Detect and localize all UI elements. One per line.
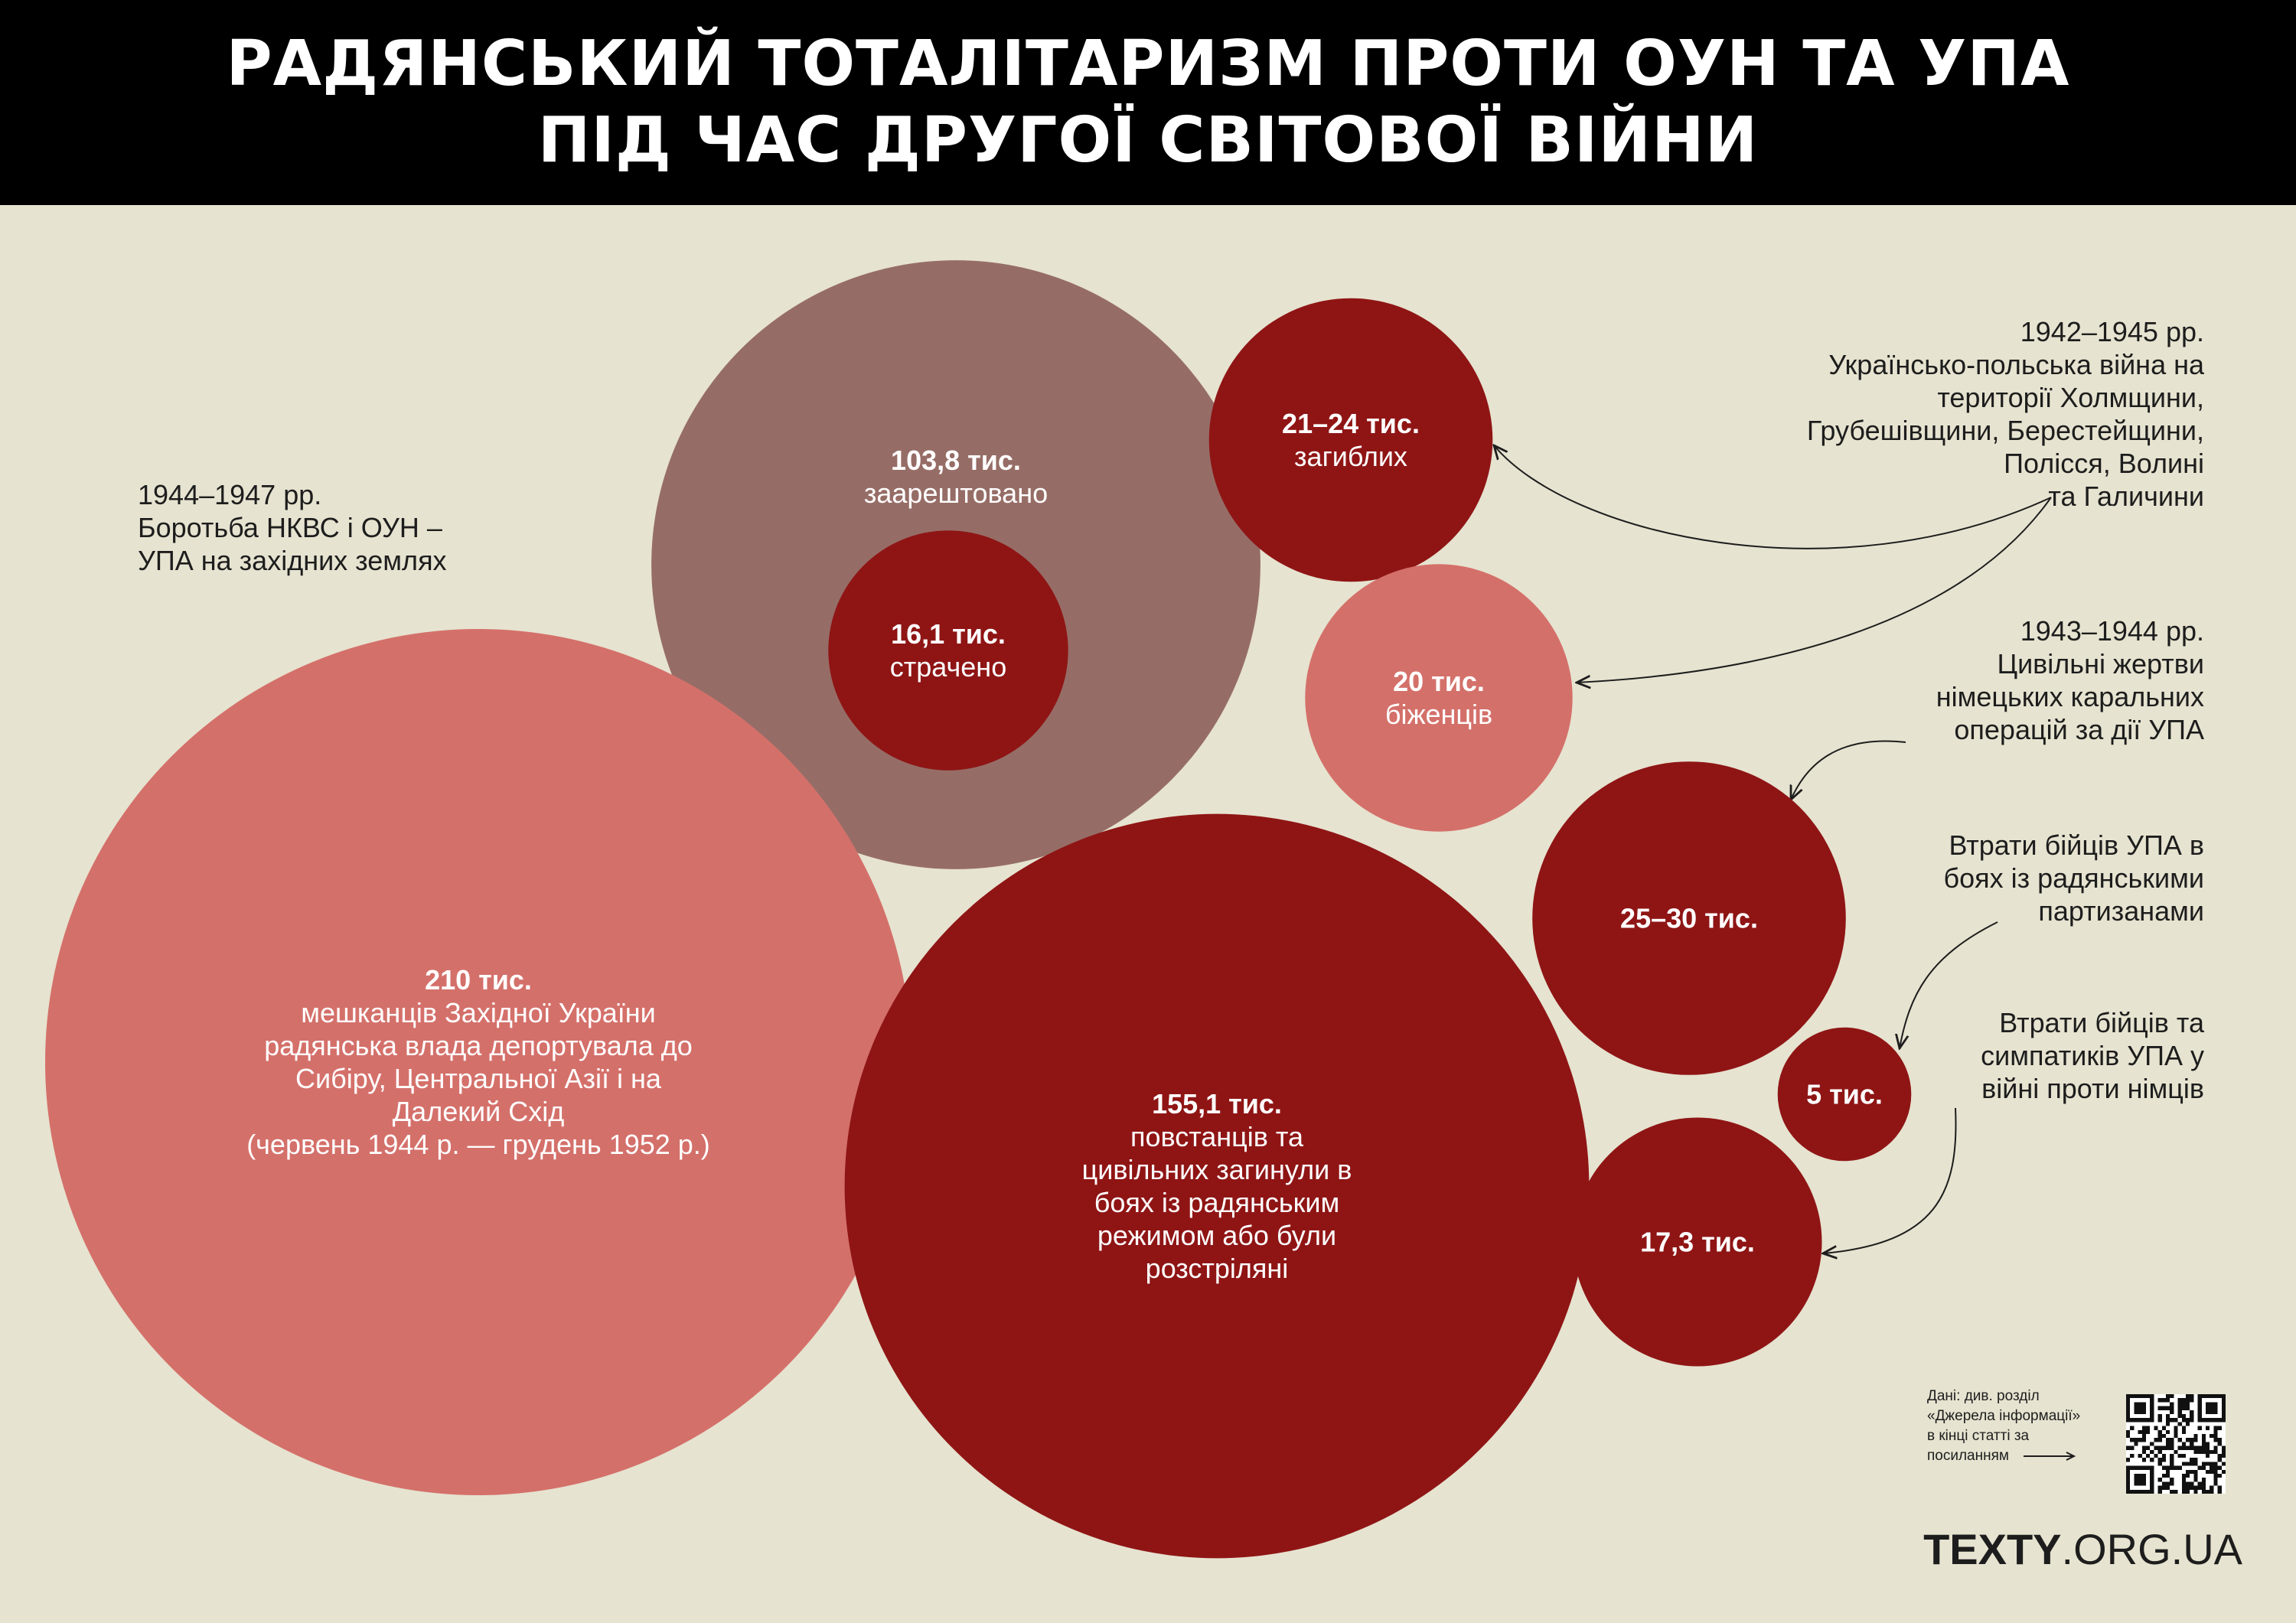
note-german-punitive-text-2: німецьких каральних <box>1936 681 2204 712</box>
bubble-desc-killed-2: боях із радянським <box>1094 1187 1340 1218</box>
bubble-label-ukr_pol_refugees: 20 тис. біженців <box>1385 665 1492 731</box>
bubble-desc-killed-0: повстанців та <box>1130 1121 1304 1152</box>
bubble-desc-deported-2: Сибіру, Центральної Азії і на <box>295 1063 661 1094</box>
bubble-deported <box>45 629 912 1495</box>
bubble-label-deported: 210 тис. мешканців Західної України радянс… <box>210 963 746 1161</box>
bubble-value-executed: 16,1 тис. <box>891 618 1006 650</box>
note-ukr-pol-text-3: Грубешівщини, Берестейщини, <box>1806 415 2204 446</box>
note-ukr-pol-period: 1942–1945 рр. <box>2020 316 2204 347</box>
bubble-upa_vs_germans <box>1573 1117 1822 1367</box>
bubble-upa_vs_partisans <box>1777 1027 1912 1162</box>
arrow-upa-germans <box>1823 1107 1957 1253</box>
note-nkvs-period: 1944–1947 рр. <box>138 479 322 510</box>
bubble-desc-deported-1: радянська влада депортувала до <box>264 1030 693 1061</box>
title-banner: РАДЯНСЬКИЙ ТОТАЛІТАРИЗМ ПРОТИ ОУН ТА УПА… <box>0 0 2296 205</box>
note-upa-germans: Втрати бійців та симпатиків УПА у війні … <box>1981 1006 2204 1105</box>
bubble-label-arrested: 103,8 тис. заарештовано <box>864 444 1048 510</box>
bubble-label-german_punitive: 25–30 тис. <box>1620 902 1758 935</box>
note-ukr-pol-text-2: території Холмщини, <box>1937 382 2204 413</box>
bubble-desc-ukr_pol_dead-0: загиблих <box>1294 441 1407 472</box>
bubble-desc-killed-1: цивільних загинули в <box>1081 1154 1352 1185</box>
bubble-value-german_punitive: 25–30 тис. <box>1620 902 1758 934</box>
source-line-4: посиланням <box>1927 1448 2009 1464</box>
bubble-desc-executed-0: страчено <box>889 651 1007 683</box>
bubble-value-ukr_pol_dead: 21–24 тис. <box>1282 408 1420 439</box>
note-upa-partisans: Втрати бійців УПА в боях із радянськими … <box>1943 829 2204 927</box>
note-upa-germans-text-1: Втрати бійців та <box>1999 1007 2204 1038</box>
note-upa-partisans-text-2: боях із радянськими <box>1943 862 2204 894</box>
bubble-desc-deported-3: Далекий Схід <box>392 1096 565 1127</box>
bubble-label-killed: 155,1 тис. повстанців та цивільних загинул… <box>1041 1087 1393 1285</box>
note-upa-partisans-text-3: партизанами <box>2038 895 2204 927</box>
bubble-value-upa_vs_germans: 17,3 тис. <box>1640 1226 1755 1258</box>
note-nkvs-text-1: Боротьба НКВС і ОУН – <box>138 512 442 543</box>
brand-bold: TEXTY <box>1923 1525 2062 1573</box>
bubble-ukr_pol_dead <box>1208 298 1493 582</box>
source-line-2: «Джерела інформації» <box>1927 1408 2081 1424</box>
bubble-executed <box>828 530 1068 771</box>
note-nkvs-text-2: УПА на західних землях <box>138 545 447 576</box>
brand-logo[interactable]: TEXTY.ORG.UA <box>1923 1523 2242 1576</box>
bubble-value-upa_vs_partisans: 5 тис. <box>1806 1078 1883 1110</box>
brand-rest: .ORG.UA <box>2061 1525 2242 1573</box>
bubble-killed <box>844 813 1590 1559</box>
note-upa-germans-text-2: симпатиків УПА у <box>1981 1040 2204 1071</box>
bubble-german_punitive <box>1532 761 1846 1075</box>
arrow-upa-partisans <box>1900 921 1998 1048</box>
note-german-punitive-text-1: Цивільні жертви <box>1997 648 2204 680</box>
bubble-label-executed: 16,1 тис. страчено <box>890 618 1006 683</box>
arrow-german-punitive <box>1791 740 1906 800</box>
arrow-ukr-pol-dead <box>1494 445 2052 549</box>
bubble-desc-killed-4: розстріляні <box>1145 1253 1289 1284</box>
note-ukr-pol-war: 1942–1945 рр. Українсько-польська війна … <box>1807 315 2204 513</box>
bubble-value-killed: 155,1 тис. <box>1152 1088 1282 1119</box>
bubble-desc-deported-4: (червень 1944 р. — грудень 1952 р.) <box>246 1129 710 1160</box>
source-line-1: Дані: див. розділ <box>1927 1388 2040 1404</box>
bubble-label-ukr_pol_dead: 21–24 тис. загиблих <box>1282 407 1420 473</box>
note-ukr-pol-text-1: Українсько-польська війна на <box>1828 349 2204 380</box>
bubble-desc-arrested-0: заарештовано <box>863 477 1049 509</box>
bubble-value-ukr_pol_refugees: 20 тис. <box>1393 666 1485 697</box>
note-nkvs-struggle: 1944–1947 рр. Боротьба НКВС і ОУН – УПА … <box>138 478 447 577</box>
bubble-desc-killed-3: режимом або були <box>1097 1220 1337 1251</box>
note-ukr-pol-text-4: Полісся, Волині <box>2004 448 2204 479</box>
bubble-desc-deported-0: мешканців Західної України <box>301 997 656 1028</box>
bubble-label-upa_vs_germans: 17,3 тис. <box>1640 1226 1755 1259</box>
note-german-punitive-text-3: операцій за дії УПА <box>1954 714 2204 745</box>
bubble-value-deported: 210 тис. <box>425 964 532 996</box>
note-german-punitive: 1943–1944 рр. Цивільні жертви німецьких … <box>1936 614 2204 746</box>
source-note: Дані: див. розділ «Джерела інформації» в… <box>1927 1387 2103 1466</box>
note-german-punitive-period: 1943–1944 рр. <box>2020 615 2204 647</box>
source-line-3: в кінці статті за <box>1927 1428 2030 1444</box>
bubble-ukr_pol_refugees <box>1305 564 1573 832</box>
bubble-label-upa_vs_partisans: 5 тис. <box>1806 1078 1883 1111</box>
qr-code-icon[interactable] <box>2126 1394 2226 1494</box>
bubble-value-arrested: 103,8 тис. <box>891 445 1021 476</box>
title-line-2: ПІД ЧАС ДРУГОЇ СВІТОВОЇ ВІЙНИ <box>537 104 1759 177</box>
source-line-4-row: посиланням <box>1927 1446 2103 1466</box>
note-ukr-pol-text-5: та Галичини <box>2048 481 2204 512</box>
arrow-right-icon <box>2024 1452 2076 1461</box>
arrow-ukr-pol-refugees <box>1577 497 2052 683</box>
bubble-desc-ukr_pol_refugees-0: біженців <box>1384 699 1493 730</box>
note-upa-germans-text-3: війні проти німців <box>1981 1073 2204 1104</box>
title-line-1: РАДЯНСЬКИЙ ТОТАЛІТАРИЗМ ПРОТИ ОУН ТА УПА <box>226 28 2070 100</box>
note-upa-partisans-text-1: Втрати бійців УПА в <box>1949 829 2204 861</box>
